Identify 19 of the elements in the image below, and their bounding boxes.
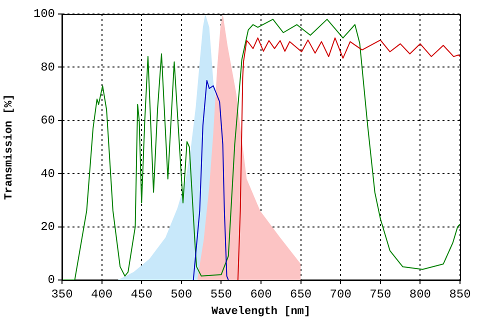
- y-tick-label: 80: [40, 60, 55, 74]
- x-tick-label: 850: [449, 287, 471, 302]
- x-tick-label: 800: [409, 287, 432, 302]
- x-tick-label: 450: [130, 287, 152, 302]
- x-tick-label: 700: [330, 287, 352, 302]
- x-tick-label: 600: [250, 287, 272, 302]
- y-axis-title: Transmission [%]: [3, 94, 16, 200]
- y-tick-label: 20: [40, 220, 55, 234]
- y-tick-label: 60: [40, 114, 55, 128]
- y-tick-label: 0: [48, 273, 55, 288]
- y-tick-label: 40: [40, 166, 55, 181]
- x-tick-label: 400: [90, 287, 113, 302]
- x-tick-label: 500: [170, 287, 192, 302]
- x-tick-label: 350: [51, 287, 73, 302]
- x-tick-label: 750: [370, 287, 392, 302]
- x-tick-label: 650: [290, 287, 312, 302]
- x-tick-label: 550: [210, 287, 232, 302]
- x-axis-title: Wavelength [nm]: [211, 306, 311, 318]
- y-tick-label: 100: [33, 7, 55, 22]
